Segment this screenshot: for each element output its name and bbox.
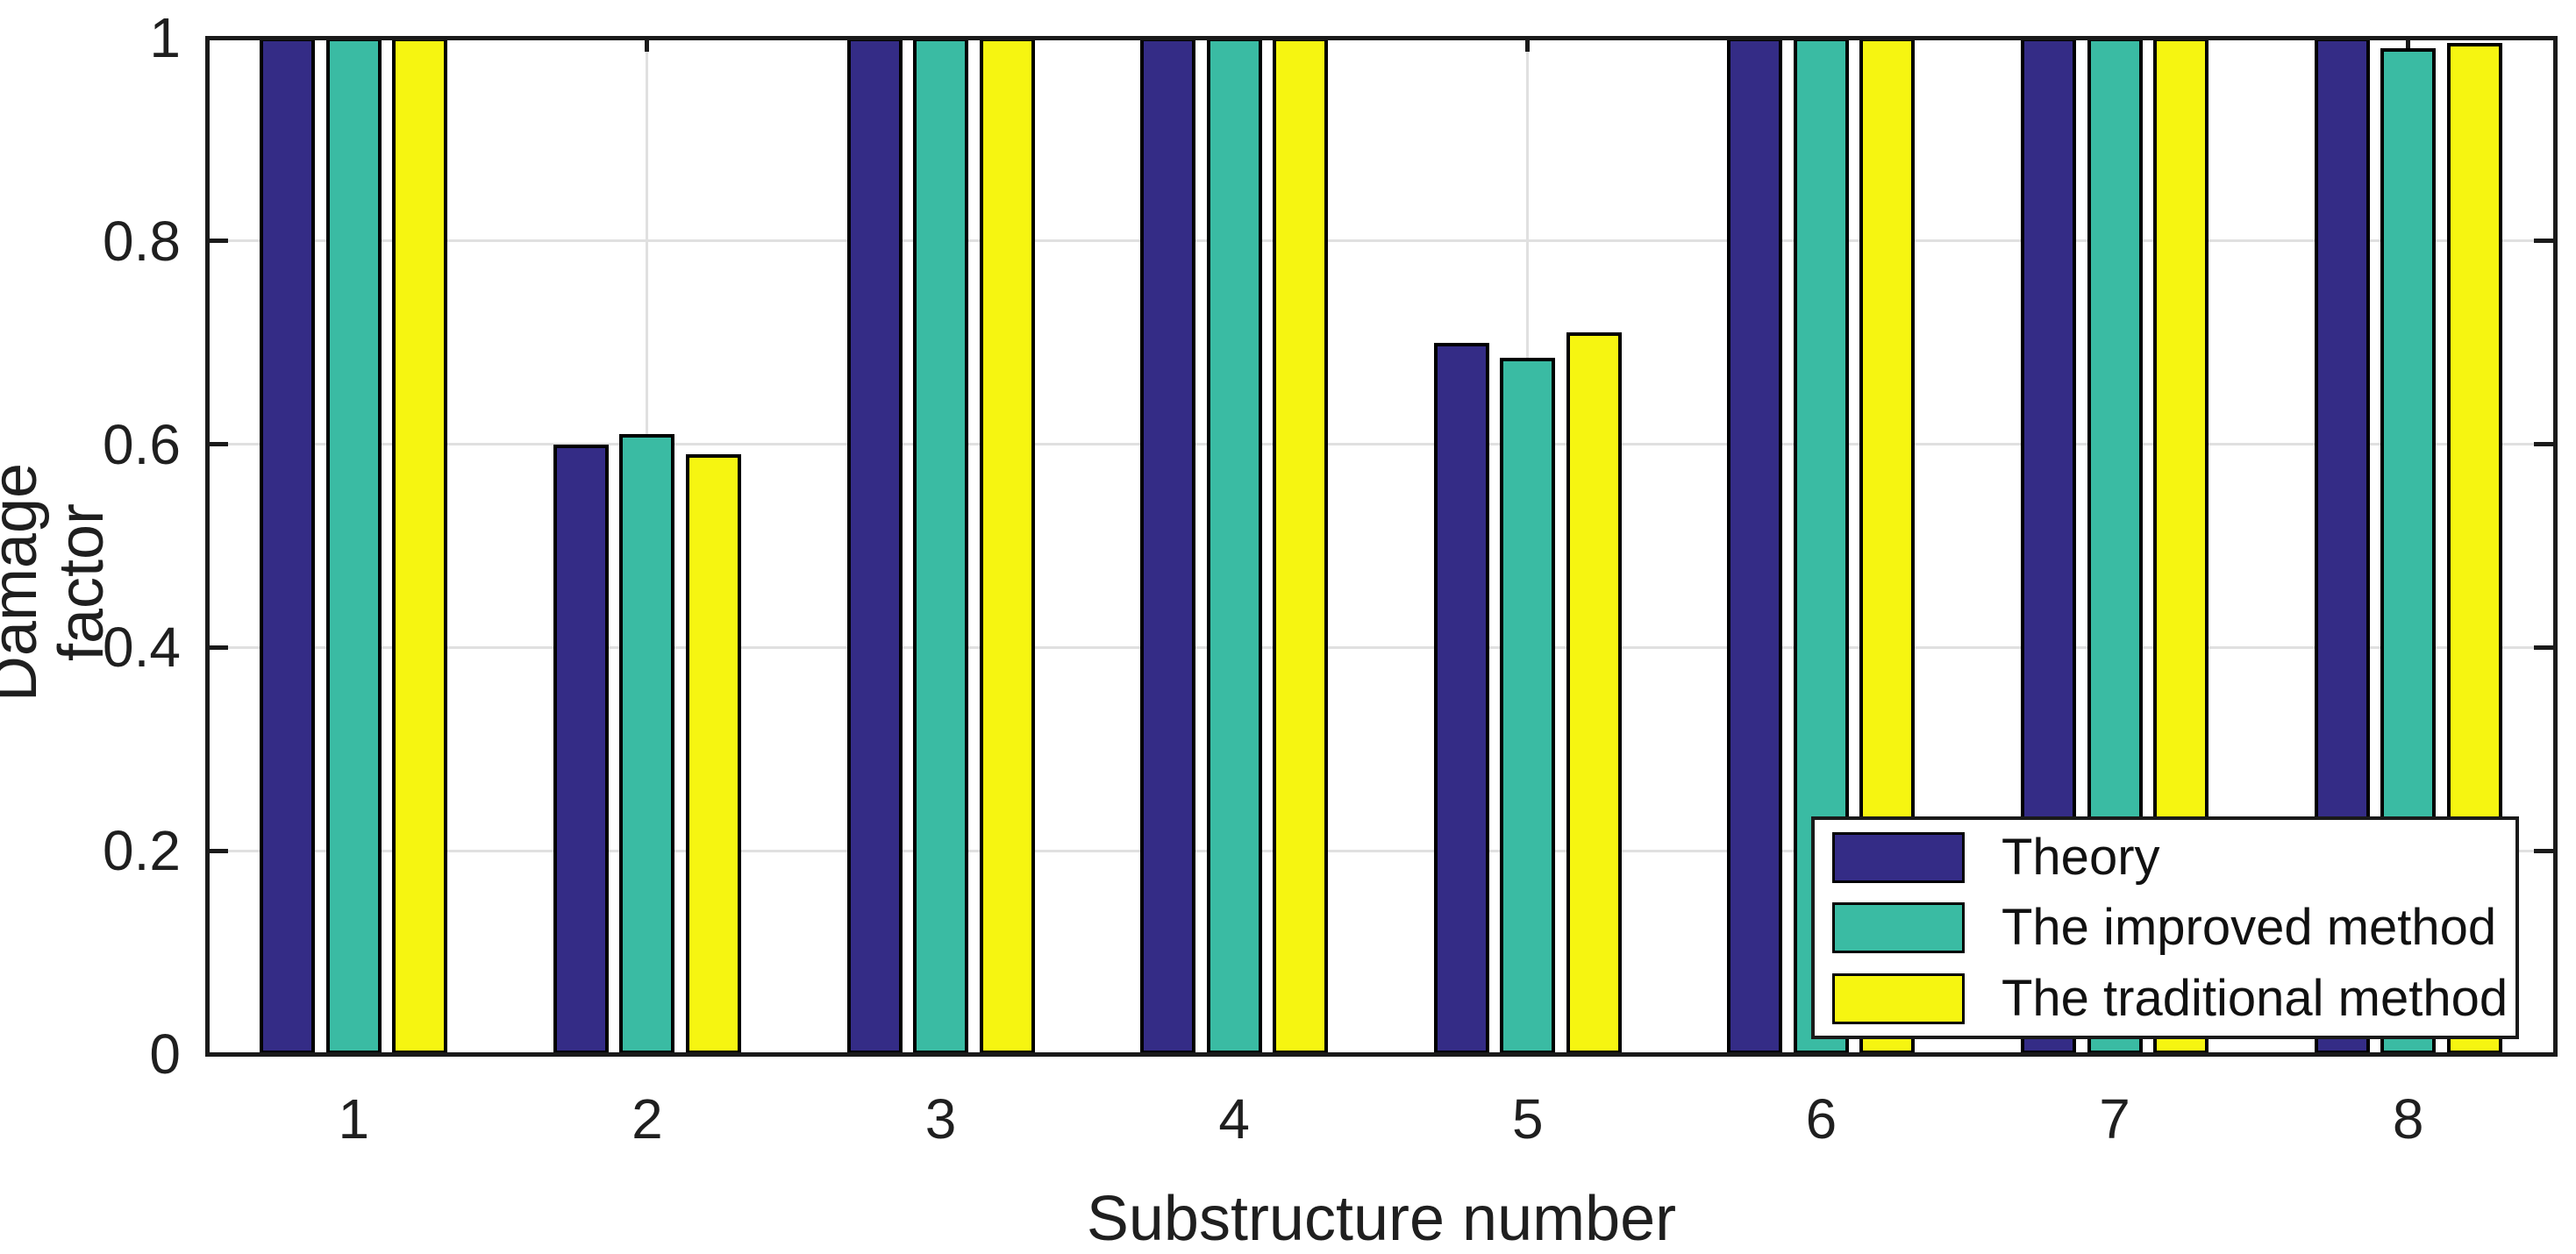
- bar-theory-group-5: [1433, 342, 1489, 1054]
- h-gridline-0.2: [210, 849, 2552, 852]
- y-tick-right-0.4: [2534, 645, 2553, 650]
- x-tick-top-5: [1525, 39, 1531, 52]
- h-gridline-0.8: [210, 239, 2552, 243]
- x-tick-label-3: 3: [924, 1087, 957, 1151]
- x-tick-label-7: 7: [2099, 1087, 2130, 1151]
- legend: Theory The improved method The tradition…: [1811, 816, 2519, 1039]
- legend-row-traditional-method: The traditional method: [1815, 965, 2515, 1032]
- y-tick-label-0: 0: [149, 1022, 181, 1086]
- bar-the-traditional-method-group-5: [1566, 332, 1622, 1054]
- bar-theory-group-3: [846, 38, 903, 1054]
- legend-swatch-theory: [1832, 831, 1965, 883]
- y-tick-label-0.6: 0.6: [103, 412, 181, 476]
- legend-swatch-traditional-method: [1832, 973, 1965, 1024]
- bar-the-traditional-method-group-3: [979, 38, 1035, 1054]
- legend-row-theory: Theory: [1815, 824, 2515, 891]
- x-axis-label: Substructure number: [1086, 1184, 1677, 1254]
- bar-the-traditional-method-group-4: [1273, 38, 1329, 1054]
- y-tick-right-0.6: [2534, 442, 2553, 447]
- x-tick-label-4: 4: [1218, 1087, 1250, 1151]
- y-tick-label-0.4: 0.4: [103, 616, 181, 680]
- bar-theory-group-1: [260, 38, 316, 1054]
- bar-the-improved-method-group-1: [325, 38, 382, 1054]
- x-tick-label-8: 8: [2392, 1087, 2424, 1151]
- y-tick-left-0.2: [209, 848, 228, 853]
- bar-theory-group-4: [1140, 38, 1196, 1054]
- y-tick-label-1: 1: [149, 6, 181, 69]
- y-tick-right-0.2: [2534, 848, 2553, 853]
- x-tick-top-2: [645, 39, 650, 52]
- bar-the-improved-method-group-5: [1500, 358, 1556, 1054]
- x-tick-top-8: [2406, 39, 2411, 52]
- y-tick-right-0.8: [2534, 239, 2553, 244]
- bar-theory-group-6: [1727, 38, 1783, 1054]
- y-tick-label-0.2: 0.2: [103, 819, 181, 883]
- legend-row-improved-method: The improved method: [1815, 894, 2515, 961]
- bar-the-improved-method-group-2: [619, 434, 675, 1054]
- y-axis-label: Damage factor: [0, 462, 117, 702]
- x-tick-label-1: 1: [338, 1087, 370, 1151]
- h-gridline-0.4: [210, 645, 2552, 649]
- bar-the-traditional-method-group-2: [685, 454, 741, 1054]
- legend-swatch-improved-method: [1832, 902, 1965, 953]
- bar-the-traditional-method-group-1: [392, 38, 448, 1054]
- bar-the-improved-method-group-4: [1206, 38, 1262, 1054]
- bar-the-improved-method-group-3: [913, 38, 969, 1054]
- legend-label-theory: Theory: [2002, 828, 2160, 886]
- x-tick-label-2: 2: [632, 1087, 663, 1151]
- x-tick-label-5: 5: [1512, 1087, 1544, 1151]
- legend-label-traditional-method: The traditional method: [2002, 969, 2508, 1027]
- y-tick-left-0.4: [209, 645, 228, 650]
- h-gridline-0.6: [210, 443, 2552, 446]
- y-tick-left-0.8: [209, 239, 228, 244]
- bar-theory-group-2: [553, 444, 609, 1054]
- y-tick-left-0.6: [209, 442, 228, 447]
- y-tick-label-0.8: 0.8: [103, 209, 181, 273]
- x-tick-label-6: 6: [1805, 1087, 1837, 1151]
- legend-label-improved-method: The improved method: [2002, 899, 2497, 956]
